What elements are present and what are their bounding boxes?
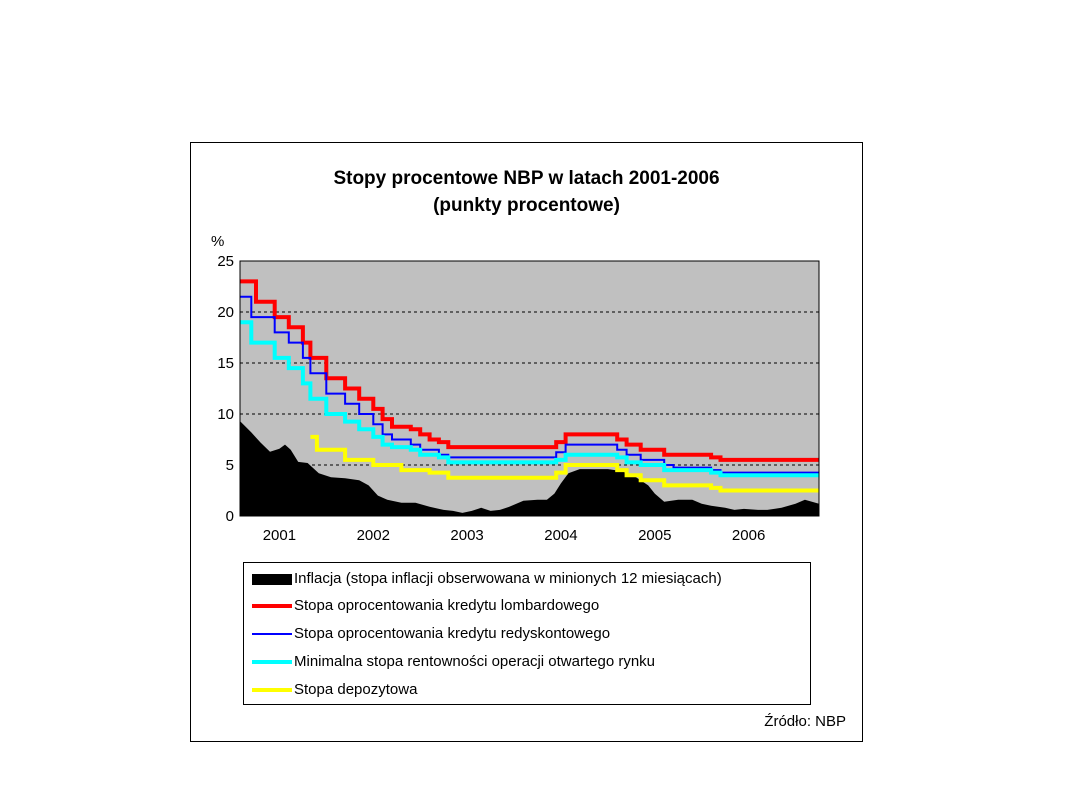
y-tick-label: 20	[217, 304, 234, 321]
legend-label-deposit: Stopa depozytowa	[294, 681, 418, 698]
series-line-2	[240, 295, 819, 474]
chart-subtitle: (punkty procentowe)	[433, 195, 620, 216]
legend-item-lombard: Stopa oprocentowania kredytu lombardoweg…	[252, 595, 599, 617]
chart-title: Stopy procentowe NBP w latach 2001-2006	[333, 168, 720, 189]
plot-border	[239, 260, 820, 517]
grid-lines	[240, 311, 819, 466]
x-tick-label: 2002	[357, 527, 390, 544]
legend-label-rediscount: Stopa oprocentowania kredytu redyskontow…	[294, 625, 611, 642]
chart-title-block: Stopy procentowe NBP w latach 2001-2006 …	[191, 165, 862, 219]
x-tick-label: 2005	[638, 527, 671, 544]
legend-item-deposit: Stopa depozytowa	[252, 679, 417, 701]
series-line-1	[240, 279, 819, 462]
series-line-3	[240, 320, 819, 478]
x-tick-label: 2006	[732, 527, 765, 544]
y-tick-label: 25	[217, 253, 234, 270]
y-tick-label: 5	[226, 457, 234, 474]
x-tick-label: 2003	[450, 527, 483, 544]
legend-label-inflation: Inflacja (stopa inflacji obserwowana w m…	[294, 570, 722, 587]
legend-swatch-lombard	[252, 604, 292, 609]
y-tick-label: 15	[217, 355, 234, 372]
legend-swatch-open-market	[252, 660, 292, 665]
axes: 0 5 10 15 20 25 2001 2002 2003 2004 2005 2006	[217, 253, 820, 544]
legend-swatch-deposit	[252, 688, 292, 693]
legend-item-rediscount: Stopa oprocentowania kredytu redyskontow…	[252, 623, 610, 645]
y-tick-label: 10	[217, 406, 234, 423]
source-note: Źródło: NBP	[764, 713, 846, 730]
x-tick-label: 2001	[263, 527, 296, 544]
legend: Inflacja (stopa inflacji obserwowana w m…	[243, 562, 811, 705]
legend-label-lombard: Stopa oprocentowania kredytu lombardoweg…	[294, 597, 600, 614]
chart-frame: Stopy procentowe NBP w latach 2001-2006 …	[190, 142, 863, 742]
legend-item-inflation: Inflacja (stopa inflacji obserwowana w m…	[252, 568, 722, 590]
y-axis-label: %	[211, 233, 224, 250]
legend-label-open-market: Minimalna stopa rentowności operacji otw…	[294, 653, 656, 670]
legend-item-open-market: Minimalna stopa rentowności operacji otw…	[252, 651, 655, 673]
y-tick-label: 0	[226, 508, 234, 525]
series-line-4	[310, 434, 819, 493]
series-layer	[240, 279, 819, 516]
legend-swatch-rediscount	[252, 633, 292, 636]
series-inflation-area	[240, 421, 819, 516]
x-tick-label: 2004	[544, 527, 577, 544]
legend-swatch-inflation	[252, 573, 292, 585]
chart-plot: % 0 5 10 15 20 25 2001 2002 2003 2004 2005 2006	[211, 233, 820, 544]
